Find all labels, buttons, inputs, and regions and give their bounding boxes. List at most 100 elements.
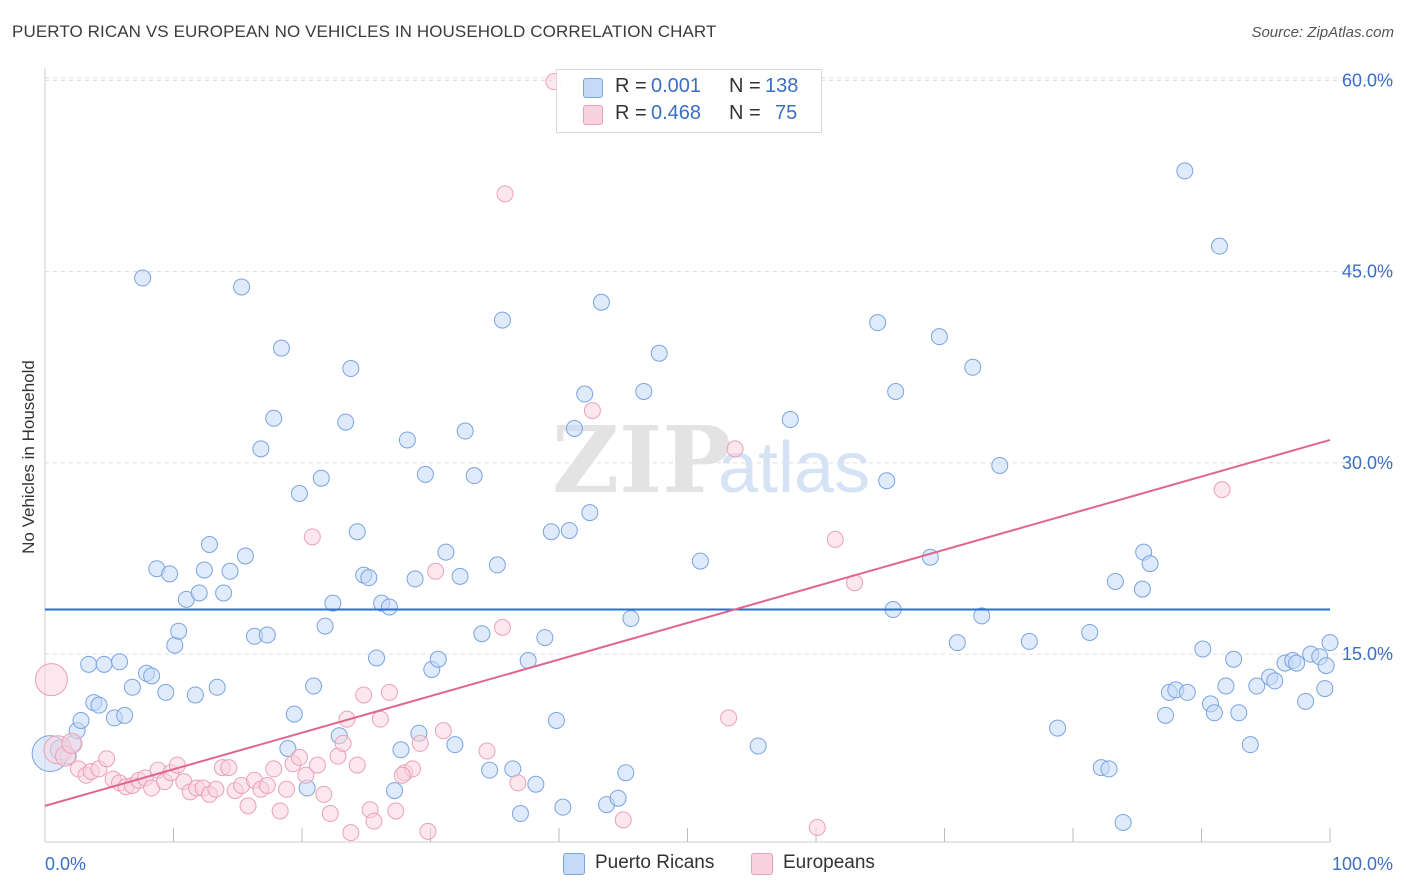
puerto-rican-point bbox=[279, 740, 297, 757]
puerto-rican-point bbox=[316, 617, 334, 635]
european-point bbox=[726, 440, 744, 458]
puerto-rican-point bbox=[337, 413, 355, 431]
puerto-rican-point bbox=[398, 431, 416, 449]
y-tick-label: 15.0% bbox=[1342, 644, 1393, 664]
european-point bbox=[61, 732, 83, 754]
puerto-rican-point bbox=[964, 358, 982, 376]
puerto-rican-point bbox=[930, 328, 948, 346]
bottom-legend-swatch-pink bbox=[751, 853, 773, 875]
puerto-rican-point bbox=[1176, 162, 1194, 180]
puerto-rican-point bbox=[290, 485, 308, 502]
puerto-rican-point bbox=[1178, 683, 1196, 701]
y-tick-label: 45.0% bbox=[1342, 262, 1393, 282]
european-point bbox=[614, 811, 632, 829]
puerto-rican-point bbox=[1141, 555, 1159, 573]
european-point bbox=[509, 774, 527, 792]
x-tick-label-min: 0.0% bbox=[45, 854, 86, 874]
puerto-rican-point bbox=[1106, 572, 1124, 590]
puerto-rican-point bbox=[536, 629, 554, 647]
puerto-rican-point bbox=[200, 536, 218, 553]
european-point bbox=[371, 710, 389, 728]
puerto-rican-point bbox=[481, 761, 499, 779]
bottom-legend-swatch-blue bbox=[563, 853, 585, 875]
puerto-rican-point bbox=[285, 705, 303, 723]
puerto-rican-point bbox=[236, 547, 254, 565]
puerto-rican-point bbox=[252, 440, 270, 458]
european-point bbox=[355, 686, 373, 704]
european-point bbox=[342, 824, 360, 842]
puerto-rican-point bbox=[360, 569, 378, 587]
european-point bbox=[583, 402, 601, 420]
european-point bbox=[365, 812, 383, 830]
european-point bbox=[265, 760, 283, 778]
puerto-rican-point bbox=[456, 422, 474, 440]
puerto-rican-point bbox=[221, 562, 239, 580]
puerto-rican-point bbox=[1114, 813, 1132, 831]
puerto-rican-point bbox=[392, 741, 410, 759]
puerto-rican-point bbox=[576, 385, 594, 403]
y-tick-labels: 15.0% 30.0% 45.0% 60.0% bbox=[1342, 70, 1393, 664]
european-point bbox=[419, 822, 437, 840]
puerto-rican-point bbox=[488, 556, 506, 574]
puerto-rican-point bbox=[312, 469, 330, 487]
puerto-rican-point bbox=[1020, 632, 1038, 650]
legend-r-value: 0.001 bbox=[651, 75, 702, 97]
european-point bbox=[387, 802, 405, 820]
european-point bbox=[411, 734, 429, 752]
puerto-rican-point bbox=[134, 269, 152, 287]
european-point bbox=[380, 683, 398, 701]
european-point bbox=[290, 748, 308, 766]
european-point bbox=[496, 185, 514, 203]
y-axis-label: No Vehicles in Household bbox=[19, 360, 38, 554]
puerto-rican-point bbox=[493, 311, 511, 329]
puerto-rican-point bbox=[1210, 237, 1228, 255]
puerto-rican-point bbox=[650, 344, 668, 362]
points bbox=[31, 73, 1339, 842]
puerto-rican-point bbox=[592, 293, 610, 311]
european-point bbox=[393, 766, 411, 784]
european-point bbox=[808, 819, 826, 837]
puerto-rican-point bbox=[465, 467, 483, 485]
puerto-rican-point bbox=[473, 625, 491, 643]
puerto-rican-point bbox=[973, 607, 991, 625]
watermark: ZIP atlas bbox=[552, 406, 870, 514]
puerto-rican-point bbox=[1157, 706, 1175, 724]
source-label: Source: ZipAtlas.com bbox=[1251, 24, 1394, 41]
puerto-rican-point bbox=[781, 411, 799, 429]
trend-lines bbox=[44, 438, 1331, 807]
european-point bbox=[348, 756, 366, 774]
puerto-rican-point bbox=[635, 383, 653, 400]
puerto-rican-point bbox=[1241, 736, 1259, 754]
european-point bbox=[278, 780, 296, 798]
puerto-rican-point bbox=[878, 472, 896, 490]
puerto-rican-point bbox=[429, 650, 447, 668]
puerto-rican-point bbox=[511, 805, 529, 823]
european-point bbox=[271, 802, 289, 820]
puerto-rican-point bbox=[1266, 672, 1284, 690]
legend-swatch-pink bbox=[583, 105, 603, 125]
y-tick-label: 30.0% bbox=[1342, 453, 1393, 473]
puerto-rican-point bbox=[368, 649, 386, 667]
european-point bbox=[478, 742, 496, 760]
legend-n-value: 75 bbox=[775, 102, 798, 124]
puerto-rican-point bbox=[324, 594, 342, 612]
puerto-rican-point bbox=[157, 683, 175, 701]
bottom-legend-label: Europeans bbox=[783, 852, 875, 873]
puerto-rican-point bbox=[406, 570, 424, 588]
puerto-rican-point bbox=[170, 622, 188, 640]
chart-title: PUERTO RICAN VS EUROPEAN NO VEHICLES IN … bbox=[12, 22, 717, 41]
puerto-rican-point bbox=[542, 523, 560, 541]
puerto-rican-point bbox=[451, 567, 469, 585]
puerto-rican-point bbox=[446, 736, 464, 754]
puerto-rican-point bbox=[123, 678, 141, 696]
puerto-rican-point bbox=[72, 711, 90, 729]
correlation-legend: R = 0.001 N = 138 R = 0.468 N = 75 bbox=[556, 69, 822, 133]
puerto-rican-point bbox=[617, 764, 635, 782]
puerto-rican-point bbox=[622, 609, 640, 627]
puerto-rican-point bbox=[1288, 654, 1306, 672]
grid bbox=[45, 77, 1393, 655]
x-ticks bbox=[173, 828, 1331, 842]
puerto-rican-point bbox=[948, 634, 966, 652]
puerto-rican-point bbox=[1100, 760, 1118, 778]
